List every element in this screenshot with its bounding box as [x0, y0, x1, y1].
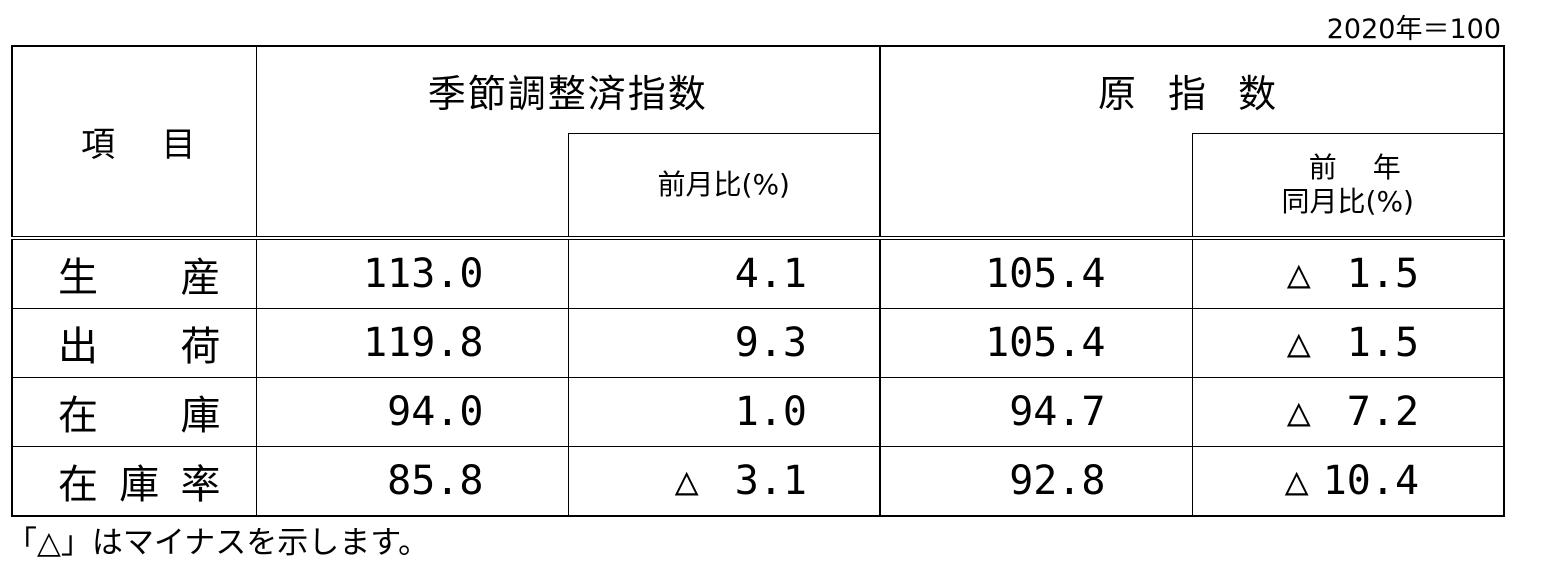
header-original-yoy: 前 年 同月比(%): [1191, 133, 1505, 239]
minus-triangle: △: [1286, 320, 1311, 366]
original-index-value: 105.4: [879, 236, 1193, 309]
header-seasonal: 季節調整済指数: [255, 45, 881, 134]
base-year-note: 2020年＝100: [1326, 14, 1501, 45]
row-label: 在庫率: [58, 462, 221, 508]
row-label: 出 荷: [58, 324, 221, 370]
yoy-number: 1.5: [1346, 251, 1420, 297]
yoy-change-value: △ 1.5: [1191, 308, 1505, 378]
mom-change-value: 9.3: [567, 308, 881, 378]
row-label: 生 産: [58, 255, 221, 301]
yoy-number: 10.4: [1322, 458, 1420, 504]
index-table: 項 目 季節調整済指数 原 指 数 前月比(%) 前 年 同月比(%) 生 産 …: [11, 45, 1506, 517]
yoy-number: 1.5: [1346, 320, 1420, 366]
header-seasonal-index-blank: [255, 133, 569, 239]
table-row: 出 荷 119.8 9.3 105.4 △ 1.5: [11, 308, 1505, 378]
minus-triangle: △: [1284, 458, 1309, 504]
seasonal-index-value: 119.8: [255, 308, 569, 378]
header-original-yoy-line2: 同月比(%): [1281, 185, 1414, 218]
yoy-change-value: △ 10.4: [1191, 446, 1505, 517]
header-row-2: 前月比(%) 前 年 同月比(%): [12, 133, 1505, 239]
header-original-index-blank: [879, 133, 1193, 239]
table-row: 生 産 113.0 4.1 105.4 △ 1.5: [11, 236, 1505, 309]
mom-number: 3.1: [734, 458, 808, 504]
header-item-cell: 項 目: [11, 45, 257, 239]
header-row-1: 項 目 季節調整済指数 原 指 数: [11, 45, 1505, 239]
seasonal-index-value: 94.0: [255, 377, 569, 447]
header-original: 原 指 数: [879, 45, 1505, 134]
original-index-value: 94.7: [879, 377, 1193, 447]
footnote: 「△」はマイナスを示します。: [6, 525, 430, 561]
table-row: 在 庫 94.0 1.0 94.7 △ 7.2: [11, 377, 1505, 447]
yoy-change-value: △ 7.2: [1191, 377, 1505, 447]
seasonal-index-value: 113.0: [255, 236, 569, 309]
mom-change-value: 4.1: [567, 236, 881, 309]
mom-change-value: △ 3.1: [567, 446, 881, 517]
yoy-change-value: △ 1.5: [1191, 236, 1505, 309]
mom-number: 1.0: [734, 389, 808, 435]
minus-triangle: △: [1286, 389, 1311, 435]
row-label: 在 庫: [58, 393, 221, 439]
yoy-number: 7.2: [1346, 389, 1420, 435]
mom-number: 9.3: [734, 320, 808, 366]
header-original-yoy-line1: 前 年: [1308, 151, 1405, 184]
seasonal-index-value: 85.8: [255, 446, 569, 517]
mom-number: 4.1: [734, 251, 808, 297]
header-item-label: 項 目: [81, 125, 198, 165]
minus-triangle: △: [674, 458, 699, 504]
minus-triangle: △: [1286, 251, 1311, 297]
original-index-value: 105.4: [879, 308, 1193, 378]
original-index-value: 92.8: [879, 446, 1193, 517]
table-row: 在庫率 85.8 △ 3.1 92.8 △ 10.4: [11, 446, 1505, 517]
mom-change-value: 1.0: [567, 377, 881, 447]
header-seasonal-mom: 前月比(%): [567, 133, 881, 239]
